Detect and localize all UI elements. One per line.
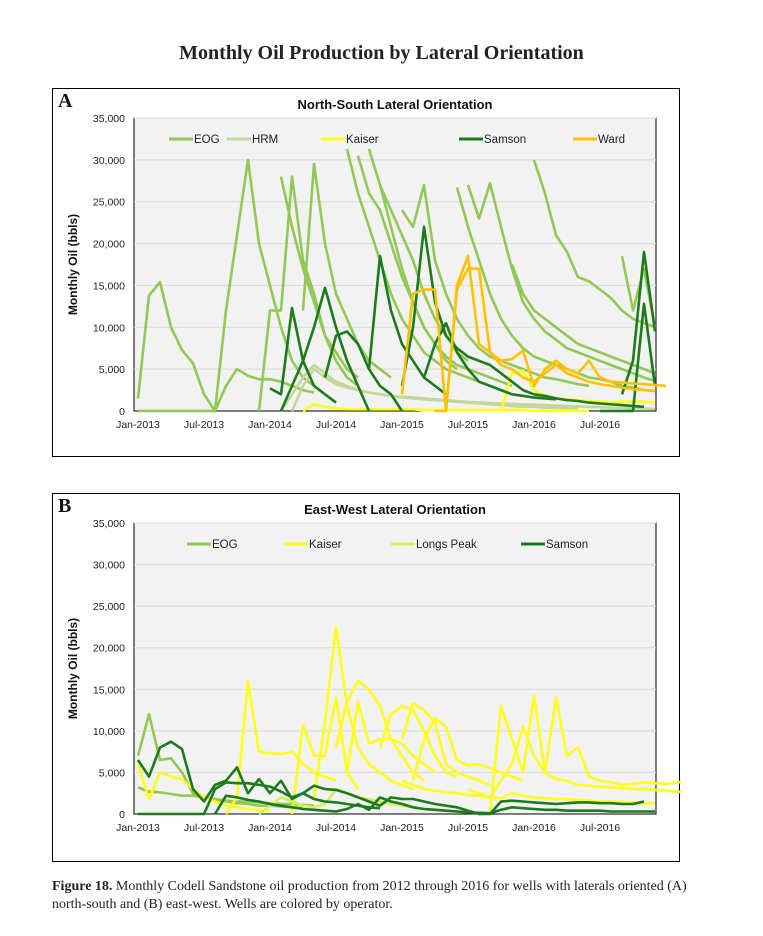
legend-label: Kaiser [309, 539, 342, 551]
panel-letter: B [58, 495, 71, 517]
series-line-kaiser-13 [401, 779, 655, 805]
x-tick-label: Jan-2014 [248, 822, 292, 834]
series-line-samson-15 [136, 740, 381, 810]
series-line-samson-25 [600, 302, 657, 413]
x-tick-label: Jan-2015 [380, 419, 424, 431]
x-tick-label: Jul-2015 [448, 419, 488, 431]
series-line-samson-24 [422, 321, 557, 401]
series-line-samson-23 [400, 225, 645, 409]
series-line-samson-17 [213, 794, 655, 815]
legend-label: EOG [212, 539, 238, 551]
series-line-eog-4 [301, 162, 392, 379]
x-tick-label: Jan-2016 [512, 419, 556, 431]
series-line-eog-1 [137, 786, 315, 807]
legend-label: Ward [598, 134, 625, 146]
series-line-samson-20 [279, 286, 371, 412]
legend-label: HRM [252, 134, 278, 146]
y-tick-label: 0 [119, 809, 125, 821]
y-tick-label: 30,000 [93, 155, 125, 167]
legend-label: Kaiser [346, 134, 379, 146]
x-tick-label: Jan-2016 [512, 822, 556, 834]
y-tick-label: 30,000 [93, 560, 125, 572]
series-line-eog-8 [378, 184, 469, 362]
series-line-kaiser-12 [467, 725, 681, 799]
chart-svg-a: A North-South Lateral Orientation 0 5,000 10… [58, 90, 667, 431]
x-tick-label: Jul-2016 [580, 822, 620, 834]
y-tick-label: 35,000 [93, 113, 125, 125]
y-tick-label: 20,000 [93, 643, 125, 655]
series-line-kaiser-2 [136, 763, 271, 812]
x-tick-label: Jul-2013 [184, 822, 224, 834]
caption-label: Figure 18. [52, 879, 113, 894]
figure-caption: Figure 18. Monthly Codell Sandstone oil … [52, 878, 712, 914]
plot-area [133, 522, 657, 815]
series-line-eog-5 [345, 148, 480, 383]
x-tick-label: Jan-2015 [380, 822, 424, 834]
y-tick-label: 25,000 [93, 601, 125, 613]
series-line-eog-3 [279, 176, 359, 379]
series-line-eog-1 [138, 158, 315, 413]
y-tick-label: 15,000 [93, 684, 125, 696]
chart-title: East-West Lateral Orientation [304, 502, 486, 517]
series-line-samson-21 [323, 330, 404, 412]
y-axis-label: Monthly Oil (bbls) [66, 618, 80, 719]
series-line-hrm-16 [290, 367, 656, 412]
x-tick-label: Jul-2014 [316, 822, 356, 834]
plot-area [133, 117, 657, 412]
y-tick-label: 10,000 [93, 322, 125, 334]
series-line-eog-13 [532, 159, 656, 329]
series-line-ward-28 [435, 267, 656, 413]
panel-letter: A [58, 90, 73, 112]
series-line-eog-0 [136, 280, 315, 413]
y-tick-label: 15,000 [93, 280, 125, 292]
y-tick-label: 25,000 [93, 197, 125, 209]
x-tick-label: Jul-2013 [184, 419, 224, 431]
series-line-kaiser-8 [378, 704, 458, 778]
y-tick-label: 35,000 [93, 518, 125, 530]
series-line-samson-16 [138, 781, 645, 816]
caption-text: Monthly Codell Sandstone oil production … [52, 879, 687, 912]
legend-label: Samson [546, 539, 588, 551]
x-tick-label: Jan-2013 [116, 822, 160, 834]
legend-label: Samson [484, 134, 526, 146]
chart-svg-b: B East-West Lateral Orientation 0 5,000 10,0… [58, 495, 681, 834]
series-line-kaiser-7 [345, 700, 436, 774]
y-axis-label: Monthly Oil (bbls) [66, 214, 80, 315]
panel-a-north-south-chart: A North-South Lateral Orientation 0 5,000 10… [52, 88, 680, 457]
y-tick-label: 10,000 [93, 726, 125, 738]
y-tick-label: 20,000 [93, 239, 125, 251]
series-line-kaiser-11 [488, 694, 681, 815]
x-tick-label: Jan-2013 [116, 419, 160, 431]
series-line-kaiser-9 [400, 702, 491, 787]
series-line-eog-11 [466, 182, 656, 383]
x-tick-label: Jul-2015 [448, 822, 488, 834]
series-line-kaiser-4 [290, 696, 360, 815]
legend-label: EOG [194, 134, 220, 146]
panel-b-east-west-chart: B East-West Lateral Orientation 0 5,000 10,0… [52, 493, 681, 862]
y-tick-label: 0 [119, 406, 125, 418]
x-tick-label: Jul-2016 [580, 419, 620, 431]
figure-title: Monthly Oil Production by Lateral Orient… [179, 42, 584, 64]
series-line-samson-26 [620, 250, 657, 395]
x-tick-label: Jan-2014 [248, 419, 292, 431]
series-line-kaiser-6 [334, 679, 425, 782]
y-tick-label: 5,000 [99, 364, 125, 376]
series-line-eog-2 [257, 175, 359, 412]
x-tick-label: Jul-2014 [316, 419, 356, 431]
y-tick-label: 5,000 [99, 767, 125, 779]
legend-label: Longs Peak [416, 539, 477, 551]
series-line-kaiser-5 [312, 625, 414, 798]
chart-title: North-South Lateral Orientation [298, 97, 493, 112]
